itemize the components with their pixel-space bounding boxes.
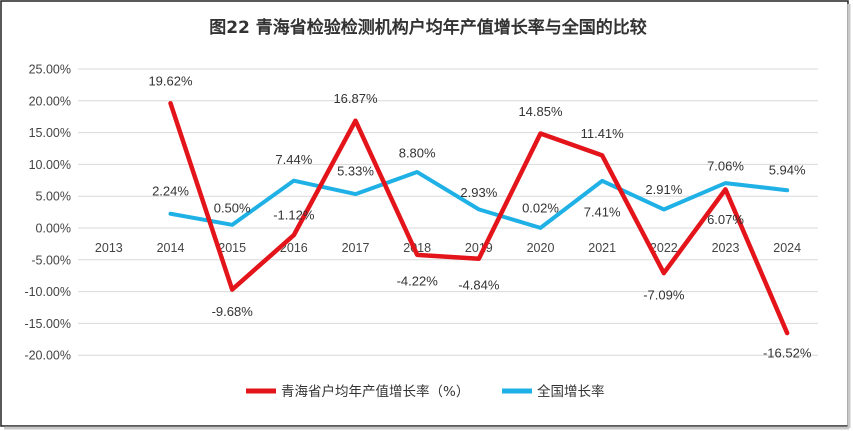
data-label-qinghai: -1.12% — [273, 208, 315, 223]
x-tick-label: 2013 — [95, 241, 123, 255]
data-label-national: 2.24% — [152, 183, 189, 198]
data-label-national: 5.94% — [769, 163, 806, 178]
data-label-national: 5.33% — [337, 164, 374, 179]
y-tick-label: -10.00% — [24, 285, 71, 299]
data-label-national: 7.41% — [584, 204, 621, 219]
x-tick-label: 2014 — [157, 241, 185, 255]
y-tick-label: -20.00% — [24, 349, 71, 363]
data-label-qinghai: -16.52% — [763, 346, 812, 361]
x-tick-label: 2016 — [280, 241, 308, 255]
y-tick-label: -5.00% — [31, 253, 71, 267]
data-label-national: 8.80% — [399, 146, 436, 161]
y-tick-label: 10.00% — [29, 158, 71, 172]
data-label-qinghai: -9.68% — [212, 304, 254, 319]
series-lines — [168, 100, 790, 336]
y-tick-label: 0.00% — [36, 222, 71, 236]
data-label-qinghai: 16.87% — [333, 91, 378, 106]
series-line-qinghai — [168, 100, 790, 336]
data-label-national: 0.02% — [522, 200, 559, 215]
x-tick-label: 2015 — [218, 241, 246, 255]
x-tick-label: 2024 — [773, 241, 801, 255]
data-label-qinghai: 6.07% — [707, 212, 744, 227]
legend-label-national: 全国增长率 — [537, 383, 605, 400]
data-labels: 19.62% -9.68% -1.12% 16.87% -4.22% -4.84% 14.8… — [148, 74, 811, 361]
data-label-qinghai: -4.22% — [397, 273, 439, 288]
data-label-qinghai: 11.41% — [581, 126, 625, 141]
y-tick-label: 20.00% — [29, 94, 71, 108]
data-label-qinghai: -7.09% — [643, 288, 685, 303]
series-line-national — [168, 170, 790, 230]
data-label-qinghai: -4.84% — [458, 277, 500, 292]
x-tick-label: 2021 — [588, 241, 616, 255]
y-tick-label: 5.00% — [36, 190, 71, 204]
y-axis: 25.00% 20.00% 15.00% 10.00% 5.00% 0.00% -5.00%… — [24, 63, 71, 363]
data-label-national: 0.50% — [214, 200, 251, 215]
y-tick-label: -15.00% — [24, 317, 71, 331]
data-label-qinghai: 19.62% — [148, 74, 193, 89]
y-tick-label: 25.00% — [29, 63, 71, 77]
data-label-national: 7.06% — [707, 159, 744, 174]
chart-title: 图22 青海省检验检测机构户均年产值增长率与全国的比较 — [209, 17, 647, 38]
legend: 青海省户均年产值增长率（%） 全国增长率 — [246, 383, 605, 400]
legend-label-qinghai: 青海省户均年产值增长率（%） — [281, 383, 469, 400]
data-label-national: 7.44% — [275, 152, 312, 167]
data-label-national: 2.93% — [460, 185, 497, 200]
x-tick-label: 2020 — [527, 241, 555, 255]
y-tick-label: 15.00% — [29, 126, 71, 140]
x-tick-label: 2017 — [342, 241, 370, 255]
x-tick-label: 2022 — [650, 241, 678, 255]
data-label-qinghai: 14.85% — [518, 104, 563, 119]
x-axis: 2013 2014 2015 2016 2017 2018 2019 2020 2021 2022… — [95, 241, 801, 255]
data-label-national: 2.91% — [645, 182, 682, 197]
x-tick-label: 2023 — [712, 241, 740, 255]
